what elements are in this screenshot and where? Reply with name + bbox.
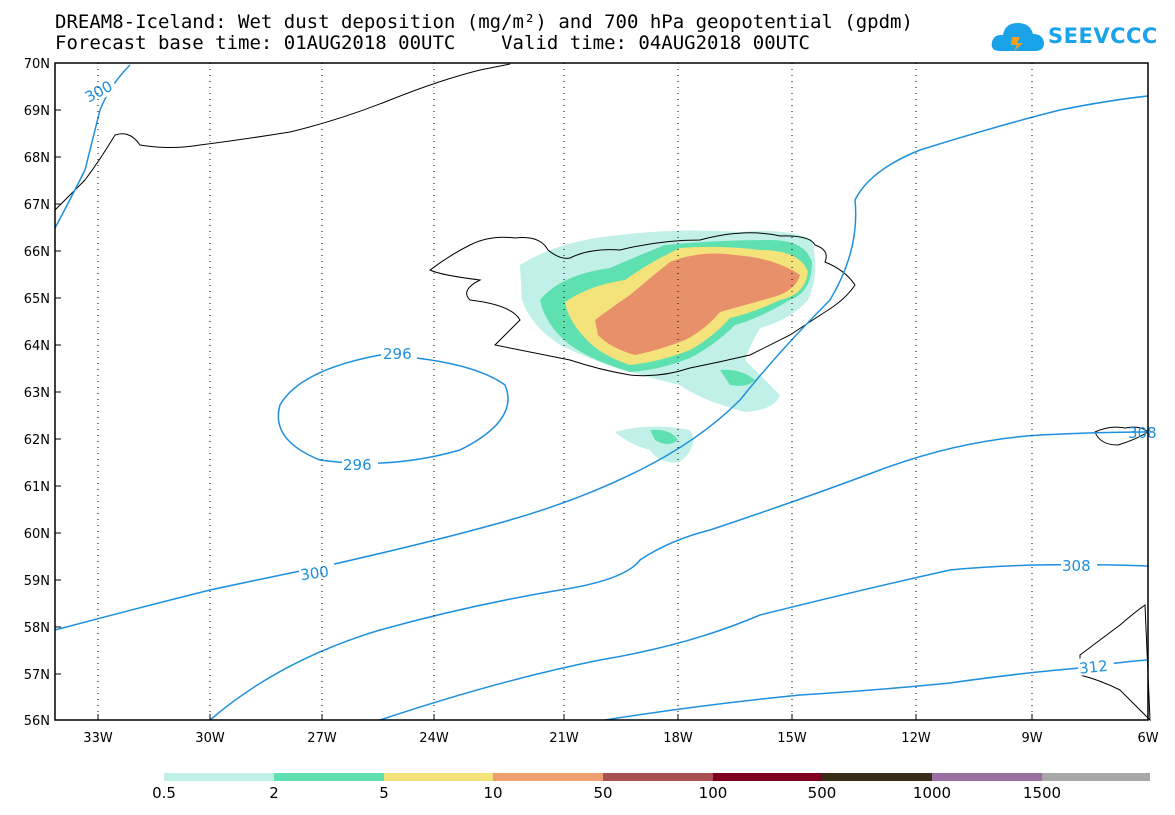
lon-label: 15W (777, 731, 807, 746)
dust-deposition-shading (520, 230, 816, 463)
contour-296 (277, 354, 509, 465)
legend-swatch (822, 773, 932, 781)
contour-300-main (54, 95, 1149, 631)
contour-308 (379, 563, 1149, 721)
legend-label: 1000 (912, 784, 952, 802)
legend-label: 100 (698, 784, 728, 802)
lat-label: 62N (24, 433, 50, 448)
greenland-coast (54, 63, 511, 211)
legend-label: 500 (807, 784, 837, 802)
tick-marks (55, 62, 1033, 721)
lon-label: 24W (419, 731, 449, 746)
lon-label: 12W (901, 731, 931, 746)
lon-label: 21W (549, 731, 579, 746)
lat-label: 68N (24, 151, 50, 166)
dust-area-green-2 (720, 369, 755, 386)
graticule (97, 63, 1033, 720)
contour-label: 308 (1128, 424, 1157, 442)
contour-label: 308 (1062, 557, 1091, 575)
legend-label: 10 (483, 784, 503, 802)
dust-area-orange (595, 253, 800, 355)
lon-label: 9W (1021, 731, 1042, 746)
lon-label: 33W (83, 731, 113, 746)
latitude-labels: 70N 69N 68N 67N 66N 65N 64N 63N 62N 61N … (24, 57, 50, 729)
geopotential-contours (54, 64, 1149, 721)
contour-labels: 300 296 296 300 308 312 308 (77, 74, 1157, 678)
legend-swatch (713, 773, 822, 781)
lat-label: 66N (24, 245, 50, 260)
coastlines (54, 63, 1151, 722)
lon-label: 30W (195, 731, 225, 746)
iceland-coast (429, 232, 856, 377)
lat-label: 58N (24, 621, 50, 636)
lat-label: 65N (24, 292, 50, 307)
legend-label: 1500 (1022, 784, 1062, 802)
legend-swatch (493, 773, 603, 781)
lat-label: 67N (24, 198, 50, 213)
forecast-times: Forecast base time: 01AUG2018 00UTC Vali… (55, 32, 810, 54)
lat-label: 70N (24, 57, 50, 72)
lat-label: 59N (24, 574, 50, 589)
scotland-coast (1079, 604, 1151, 722)
lon-label: 6W (1137, 731, 1158, 746)
legend-label: 5 (379, 784, 389, 802)
color-legend (164, 773, 1150, 781)
lat-label: 61N (24, 480, 50, 495)
legend-label: 2 (269, 784, 279, 802)
legend-swatch (603, 773, 713, 781)
contour-312 (604, 659, 1149, 721)
legend-label: 50 (593, 784, 613, 802)
map-frame (54, 62, 1149, 721)
legend-swatch (384, 773, 493, 781)
lon-label: 27W (307, 731, 337, 746)
lon-label: 18W (663, 731, 693, 746)
legend-swatch (932, 773, 1042, 781)
lat-label: 64N (24, 339, 50, 354)
contour-label: 312 (1078, 657, 1108, 678)
lat-label: 69N (24, 104, 50, 119)
seevccc-logo: SEEVCCC (990, 17, 1157, 57)
legend-label: 0.5 (152, 784, 176, 802)
map-title: DREAM8-Iceland: Wet dust deposition (mg/… (55, 11, 913, 33)
contour-label: 300 (299, 562, 330, 584)
cloud-logo-icon (991, 23, 1044, 51)
legend-swatch (1042, 773, 1150, 781)
lat-label: 63N (24, 386, 50, 401)
legend-swatch (274, 773, 384, 781)
lat-label: 60N (24, 527, 50, 542)
contour-304 (209, 431, 1149, 721)
dust-area-green-3 (650, 429, 678, 444)
contour-label: 296 (383, 345, 412, 363)
lat-label: 57N (24, 668, 50, 683)
logo-text: SEEVCCC (1048, 24, 1158, 48)
longitude-labels: 33W 30W 27W 24W 21W 18W 15W 12W 9W 6W (83, 731, 1158, 746)
legend-swatch (164, 773, 274, 781)
lat-label: 56N (24, 714, 50, 729)
contour-label: 296 (343, 456, 372, 474)
